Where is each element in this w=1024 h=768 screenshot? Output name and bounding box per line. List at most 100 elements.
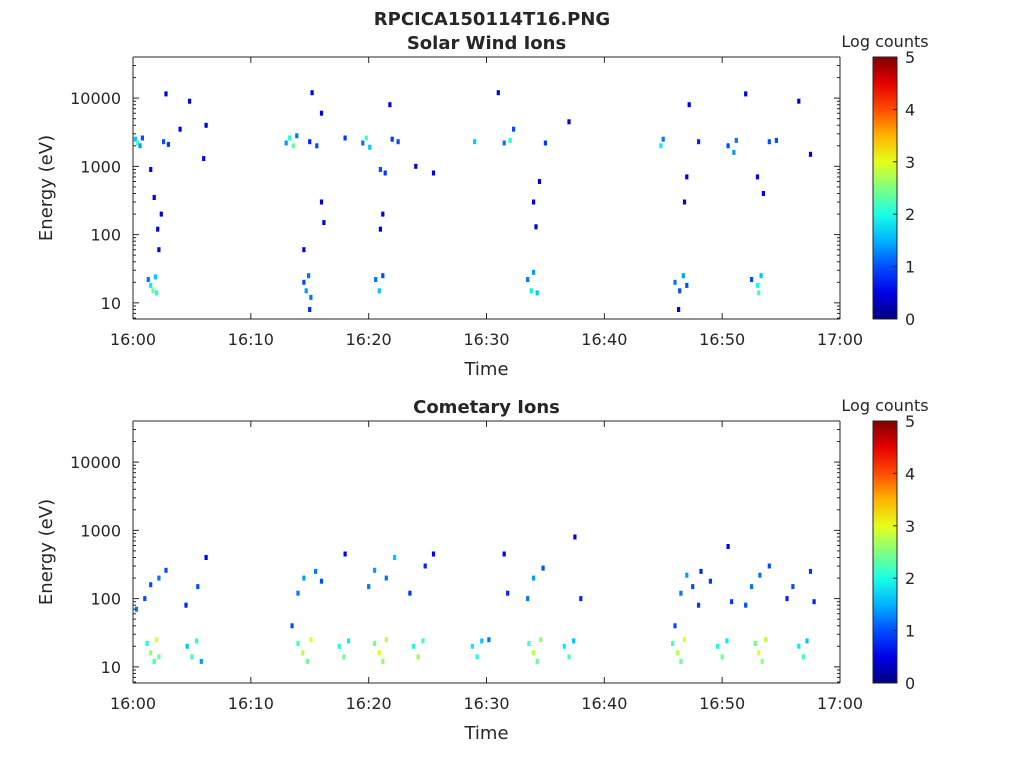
heatmap-cell — [431, 551, 436, 557]
panel-0: 16:00 16:10 16:20 16:30 16:40 16:50 17:0010100… — [36, 32, 929, 380]
heatmap-cell — [302, 279, 306, 285]
heatmap-cell — [755, 174, 760, 180]
heatmap-cell — [164, 567, 168, 573]
heatmap-cell — [156, 226, 160, 232]
colorbar-tick-label: 5 — [905, 412, 915, 431]
heatmap-cell — [502, 551, 506, 557]
heatmap-cell — [527, 641, 531, 646]
colorbar — [872, 56, 898, 320]
heatmap-cell — [149, 582, 153, 588]
heatmap-cell — [755, 282, 760, 288]
heatmap-cell — [687, 102, 691, 108]
heatmap-cell — [373, 567, 377, 573]
x-tick-label: 16:40 — [581, 330, 627, 349]
heatmap-cell — [308, 139, 312, 145]
heatmap-cell — [480, 638, 484, 644]
heatmap-cell — [164, 91, 168, 97]
heatmap-cell — [753, 641, 757, 646]
heatmap-cell — [157, 654, 161, 660]
heatmap-cell — [673, 279, 677, 285]
colorbar-tick-label: 4 — [905, 100, 915, 119]
heatmap-cell — [377, 650, 381, 656]
heatmap-cell — [797, 643, 801, 649]
heatmap-cell — [146, 277, 150, 282]
heatmap-cell — [309, 294, 313, 300]
heatmap-cell — [539, 637, 543, 643]
heatmap-cell — [767, 563, 771, 569]
heatmap-cell — [337, 643, 341, 649]
x-tick-label: 16:30 — [463, 330, 509, 349]
heatmap-cell — [678, 288, 682, 294]
heatmap-cell — [759, 273, 763, 279]
panel-title: Solar Wind Ions — [407, 33, 566, 54]
heatmap-cell — [812, 599, 816, 605]
colorbar-label: Log counts — [841, 32, 928, 51]
y-axis-label: Energy (eV) — [36, 135, 57, 241]
heatmap-cell — [791, 584, 795, 590]
heatmap-cell — [149, 282, 153, 288]
panel-title: Cometary Ions — [413, 397, 560, 418]
heatmap-cell — [808, 568, 813, 574]
heatmap-cell — [377, 288, 381, 294]
heatmap-cell — [535, 290, 539, 296]
heatmap-cell — [675, 650, 679, 656]
heatmap-cell — [367, 584, 371, 590]
colorbar-tick-label: 0 — [905, 310, 915, 329]
heatmap-cells — [133, 90, 813, 312]
heatmap-cell — [195, 638, 199, 644]
x-tick-label: 16:10 — [228, 694, 274, 713]
heatmap-cell — [361, 140, 365, 146]
heatmap-cell — [411, 643, 415, 649]
heatmap-cell — [305, 658, 309, 664]
heatmap-cell — [384, 575, 388, 581]
panel-1: 16:00 16:10 16:20 16:30 16:40 16:50 17:0010100… — [36, 396, 929, 744]
heatmap-cell — [296, 641, 300, 646]
heatmap-cell — [797, 98, 801, 104]
heatmap-cell — [204, 555, 208, 560]
heatmap-cell — [322, 220, 326, 226]
heatmap-cell — [414, 163, 418, 169]
heatmap-cell — [347, 638, 351, 644]
heatmap-cell — [661, 136, 665, 142]
x-tick-label: 16:10 — [228, 330, 274, 349]
heatmap-cell — [535, 658, 539, 664]
heatmap-cell — [373, 641, 377, 646]
heatmap-cell — [134, 606, 139, 612]
heatmap-cell — [302, 247, 306, 253]
heatmap-cell — [774, 137, 778, 143]
heatmap-cell — [368, 144, 372, 150]
heatmap-cell — [145, 641, 149, 646]
heatmap-cell — [529, 288, 533, 294]
heatmap-cell — [526, 277, 530, 282]
heatmap-cell — [673, 623, 677, 629]
heatmap-cell — [302, 575, 306, 581]
heatmap-cell — [699, 568, 703, 574]
heatmap-cell — [732, 149, 736, 155]
x-tick-label: 16:00 — [110, 330, 156, 349]
heatmap-cell — [734, 137, 738, 143]
heatmap-cell — [383, 170, 387, 176]
colorbar-tick-label: 0 — [905, 674, 915, 693]
heatmap-cell — [152, 195, 156, 200]
heatmap-cell — [760, 658, 764, 664]
heatmap-cell — [393, 555, 397, 560]
heatmap-cell — [343, 551, 347, 557]
heatmap-cell — [573, 534, 577, 540]
y-axis-label: Energy (eV) — [36, 499, 57, 605]
heatmap-cell — [133, 136, 137, 142]
heatmap-cell — [388, 102, 392, 108]
heatmap-cell — [506, 590, 510, 596]
y-tick-label: 1000 — [80, 521, 121, 540]
heatmap-cell — [190, 654, 194, 660]
heatmap-cell — [431, 170, 436, 176]
heatmap-cell — [767, 139, 771, 145]
heatmap-cell — [805, 638, 809, 644]
colorbar-tick-label: 2 — [905, 569, 915, 588]
plot-area — [133, 421, 840, 683]
heatmap-cell — [685, 282, 689, 288]
heatmap-cell — [157, 575, 161, 581]
x-tick-label: 16:20 — [346, 694, 392, 713]
heatmap-cell — [659, 143, 663, 149]
heatmap-cell — [288, 135, 292, 141]
heatmap-cell — [685, 572, 689, 578]
